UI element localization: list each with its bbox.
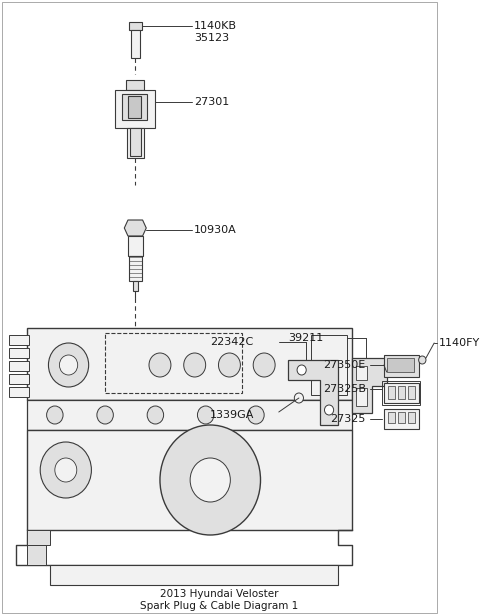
Bar: [9, 335, 29, 345]
Bar: [128, 96, 141, 118]
Circle shape: [160, 425, 261, 535]
Circle shape: [47, 406, 63, 424]
Text: 39211: 39211: [288, 333, 323, 343]
Bar: [105, 333, 242, 393]
Circle shape: [197, 406, 214, 424]
Bar: [9, 361, 29, 371]
Polygon shape: [352, 358, 387, 413]
Circle shape: [294, 393, 303, 403]
Polygon shape: [124, 220, 146, 236]
Bar: [130, 128, 141, 156]
Text: 1339GA: 1339GA: [210, 410, 254, 420]
Polygon shape: [27, 530, 50, 545]
Polygon shape: [288, 360, 338, 425]
Bar: [9, 348, 29, 358]
Circle shape: [190, 458, 230, 502]
Bar: [384, 355, 419, 377]
Bar: [121, 94, 147, 120]
Bar: [115, 90, 156, 128]
Bar: [382, 381, 420, 405]
Bar: [397, 386, 405, 399]
Text: 27350E: 27350E: [324, 360, 366, 370]
Bar: [384, 409, 419, 429]
Circle shape: [324, 405, 334, 415]
Circle shape: [48, 343, 89, 387]
Bar: [357, 388, 368, 406]
Circle shape: [149, 353, 171, 377]
Bar: [408, 386, 415, 399]
Text: 2013 Hyundai Veloster
Spark Plug & Cable Diagram 1: 2013 Hyundai Veloster Spark Plug & Cable…: [140, 589, 299, 611]
Text: 27325B: 27325B: [323, 384, 366, 394]
Bar: [387, 386, 395, 399]
Bar: [129, 256, 142, 281]
Bar: [132, 281, 138, 291]
Circle shape: [248, 406, 264, 424]
Circle shape: [184, 353, 205, 377]
Circle shape: [253, 353, 275, 377]
Bar: [129, 22, 142, 30]
Text: 10930A: 10930A: [194, 225, 237, 235]
Bar: [384, 383, 419, 403]
Polygon shape: [27, 545, 46, 565]
Circle shape: [297, 365, 306, 375]
Circle shape: [97, 406, 113, 424]
Text: 1140FY: 1140FY: [439, 338, 480, 348]
Bar: [27, 400, 352, 430]
Circle shape: [419, 356, 426, 364]
Bar: [131, 30, 140, 58]
Bar: [357, 366, 368, 380]
Bar: [50, 565, 338, 585]
Circle shape: [218, 353, 240, 377]
Circle shape: [60, 355, 78, 375]
Bar: [397, 412, 405, 423]
Bar: [27, 430, 352, 530]
Circle shape: [55, 458, 77, 482]
Text: 27325: 27325: [330, 414, 366, 424]
Text: 22342C: 22342C: [210, 337, 253, 347]
Bar: [128, 236, 143, 256]
Circle shape: [147, 406, 164, 424]
Bar: [27, 328, 352, 400]
Bar: [387, 358, 414, 372]
Bar: [311, 335, 348, 395]
Bar: [9, 374, 29, 384]
Text: 1140KB: 1140KB: [194, 21, 237, 31]
Text: 27301: 27301: [194, 97, 229, 107]
Bar: [387, 412, 395, 423]
Bar: [126, 80, 144, 90]
Circle shape: [40, 442, 91, 498]
Text: 35123: 35123: [194, 33, 229, 43]
Bar: [9, 387, 29, 397]
Bar: [127, 128, 144, 158]
Bar: [408, 412, 415, 423]
